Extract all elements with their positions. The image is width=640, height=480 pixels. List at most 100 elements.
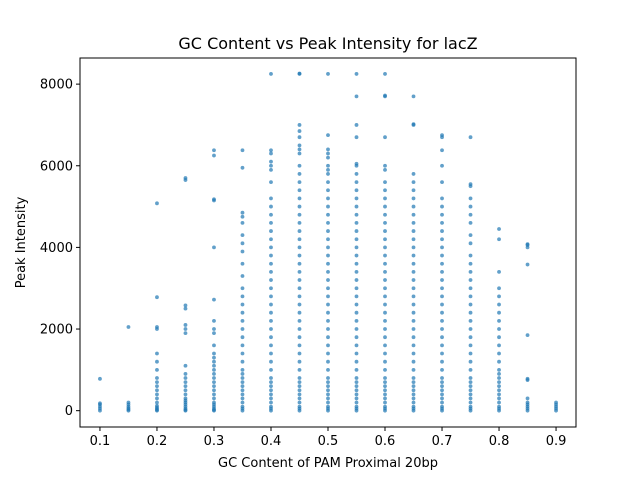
data-point [326,286,330,291]
data-point [326,212,330,217]
data-point [354,286,359,291]
data-point [468,384,473,389]
data-point [411,196,416,201]
data-point [269,72,273,76]
data-point [440,163,444,168]
data-point [326,335,330,340]
data-point [212,343,216,348]
x-tick-label: 0.7 [432,434,453,449]
data-point [440,286,444,291]
data-point [297,343,302,348]
data-point [326,367,330,372]
data-point [354,278,359,282]
data-point [269,376,273,380]
data-point [440,229,444,233]
x-tick-label: 0.2 [147,434,168,449]
data-point [212,372,216,376]
data-point [269,237,273,242]
data-point [468,294,473,299]
data-point [411,376,416,380]
data-point [440,367,444,372]
data-point [155,384,159,389]
data-point [440,335,444,340]
data-point [497,327,501,331]
data-point [497,396,501,401]
data-point [240,396,245,401]
data-point [411,343,416,348]
data-point [440,261,444,266]
data-point [183,376,188,380]
data-point [468,388,473,393]
data-point [269,388,273,393]
data-point [440,376,444,380]
data-point [326,396,330,401]
data-point [240,327,245,331]
data-point [269,318,273,323]
data-point [383,72,387,76]
data-point [440,359,444,364]
data-point [297,229,302,233]
data-point [297,204,302,209]
data-point [554,400,558,405]
y-tick-label: 8000 [40,78,73,93]
data-point [126,400,131,405]
data-point [297,151,302,156]
data-point [383,310,387,315]
data-point [383,237,387,242]
data-point [383,380,387,384]
data-point [497,269,501,274]
data-point [212,388,216,393]
data-point [326,237,330,242]
data-point [212,197,216,202]
data-point [297,302,302,307]
data-point [468,351,473,356]
data-point [183,392,188,397]
data-point [354,376,359,380]
data-point [497,367,501,372]
data-point [383,221,387,225]
data-point [468,253,473,258]
data-point [468,286,473,291]
data-point [354,237,359,242]
data-point [383,343,387,348]
data-point [240,404,245,409]
data-point [297,71,302,76]
data-point [269,269,273,274]
data-point [440,180,444,184]
data-point [468,400,473,405]
data-point [354,392,359,397]
data-point [269,286,273,291]
data-point [383,335,387,340]
data-point [212,327,216,331]
data-point [383,269,387,274]
y-axis-ticks: 0 2000 4000 6000 8000 [40,78,80,419]
data-point [411,212,416,217]
data-point [326,392,330,397]
data-point [468,135,473,140]
data-point [297,392,302,397]
data-point [212,363,216,368]
data-point [354,161,359,166]
data-point [297,294,302,299]
y-tick-label: 6000 [40,159,73,174]
data-point [383,404,387,409]
data-point [155,295,159,300]
data-point [468,302,473,307]
data-point [497,310,501,315]
data-point [468,392,473,397]
data-point [297,245,302,250]
data-point [468,343,473,348]
data-point [240,388,245,393]
data-point [269,294,273,299]
data-point [468,376,473,380]
data-point [240,294,245,299]
data-point [440,294,444,299]
data-point [497,392,501,397]
data-point [354,351,359,356]
data-point [440,253,444,258]
data-point [183,306,188,311]
data-point [354,188,359,193]
data-point [183,331,188,336]
data-point [269,196,273,201]
